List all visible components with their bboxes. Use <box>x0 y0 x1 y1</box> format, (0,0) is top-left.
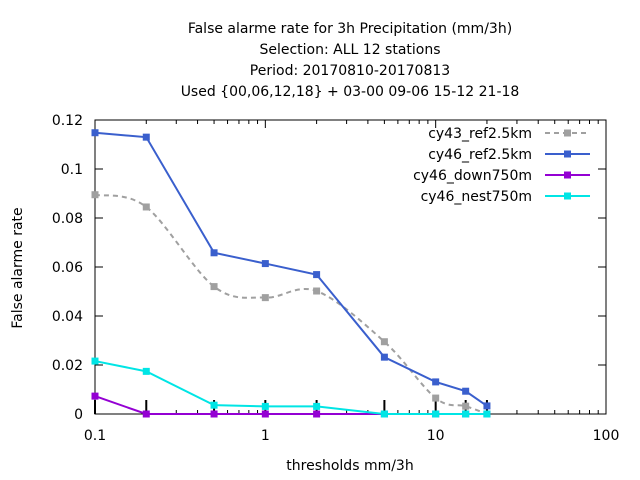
data-point-cy46_ref2.5km-7 <box>462 387 470 395</box>
y-tick-label-0: 0 <box>74 407 83 423</box>
data-point-cy46_ref2.5km-8 <box>483 402 491 410</box>
data-point-cy43_ref2.5km-3 <box>261 294 269 302</box>
data-point-cy46_down750m-4 <box>313 410 321 418</box>
data-point-cy46_ref2.5km-6 <box>432 378 440 386</box>
data-point-cy46_down750m-0 <box>91 392 99 400</box>
data-point-cy46_nest750m-7 <box>462 410 470 418</box>
data-point-cy46_ref2.5km-5 <box>380 353 388 361</box>
title-line-1: False alarme rate for 3h Precipitation (… <box>188 21 512 37</box>
x-tick-label-2: 10 <box>427 428 445 444</box>
y-axis-label: False alarme rate <box>10 207 26 328</box>
legend-label-cy43_ref2.5km: cy43_ref2.5km <box>428 126 532 142</box>
y-tick-label-1: 0.02 <box>52 358 83 374</box>
legend-marker-cy43_ref2.5km <box>564 129 571 137</box>
x-tick-label-0: 0.1 <box>84 428 106 444</box>
axes: 0 0.02 0.04 0.06 0.08 0.1 0.12 0.1 1 10 100 <box>52 113 620 444</box>
series-cy43_ref2.5km <box>91 191 491 418</box>
data-point-cy46_ref2.5km-3 <box>261 260 269 268</box>
data-point-cy43_ref2.5km-4 <box>313 287 321 295</box>
title-line-4: Used {00,06,12,18} + 03-00 09-06 15-12 2… <box>181 84 520 100</box>
data-point-cy46_nest750m-3 <box>261 402 269 410</box>
series-line-cy46_nest750m <box>94 360 487 415</box>
data-point-cy46_down750m-3 <box>261 410 269 418</box>
data-point-cy43_ref2.5km-1 <box>142 203 150 211</box>
y-tick-label-2: 0.04 <box>52 309 83 325</box>
data-point-cy43_ref2.5km-5 <box>380 338 388 346</box>
data-point-cy46_nest750m-0 <box>91 357 99 365</box>
legend-marker-cy46_down750m <box>564 171 571 179</box>
data-point-cy46_nest750m-4 <box>313 402 321 410</box>
y-tick-label-3: 0.06 <box>52 260 83 276</box>
data-point-cy46_nest750m-1 <box>142 367 150 375</box>
data-point-cy43_ref2.5km-0 <box>91 191 99 199</box>
data-point-cy46_down750m-1 <box>142 410 150 418</box>
legend-marker-cy46_ref2.5km <box>564 150 571 158</box>
x-tick-label-1: 1 <box>261 428 270 444</box>
data-point-cy46_ref2.5km-1 <box>142 133 150 141</box>
y-tick-label-6: 0.12 <box>52 113 83 129</box>
series-line-cy43_ref2.5km <box>94 193 488 415</box>
x-axis-label: thresholds mm/3h <box>286 458 413 474</box>
data-point-cy46_ref2.5km-2 <box>210 249 218 257</box>
legend: cy43_ref2.5km cy46_ref2.5km cy46_down750mc… <box>413 126 590 205</box>
plot-frame <box>94 119 607 415</box>
chart-title: False alarme rate for 3h Precipitation (… <box>181 21 520 100</box>
data-point-cy46_ref2.5km-4 <box>313 271 321 279</box>
series-group <box>91 129 491 418</box>
y-tick-label-4: 0.08 <box>52 211 83 227</box>
x-tick-label-3: 100 <box>593 428 620 444</box>
legend-marker-cy46_nest750m <box>564 192 571 200</box>
data-point-cy46_down750m-2 <box>210 410 218 418</box>
data-point-cy43_ref2.5km-7 <box>462 402 470 410</box>
data-point-cy43_ref2.5km-2 <box>210 283 218 291</box>
data-point-cy46_nest750m-6 <box>432 410 440 418</box>
data-point-cy46_nest750m-2 <box>210 401 218 409</box>
data-point-cy46_nest750m-5 <box>380 410 388 418</box>
data-point-cy46_ref2.5km-0 <box>91 129 99 137</box>
series-cy46_nest750m <box>91 357 491 418</box>
title-line-2: Selection: ALL 12 stations <box>259 42 440 58</box>
series-cy46_ref2.5km <box>91 129 491 410</box>
legend-label-cy46_nest750m: cy46_nest750m <box>421 189 532 205</box>
legend-label-cy46_down750m: cy46_down750m <box>413 168 532 184</box>
data-point-cy46_nest750m-8 <box>483 410 491 418</box>
legend-label-cy46_ref2.5km: cy46_ref2.5km <box>428 147 532 163</box>
title-line-3: Period: 20170810-20170813 <box>250 63 450 79</box>
y-tick-label-5: 0.1 <box>61 162 83 178</box>
data-point-cy43_ref2.5km-6 <box>432 394 440 402</box>
